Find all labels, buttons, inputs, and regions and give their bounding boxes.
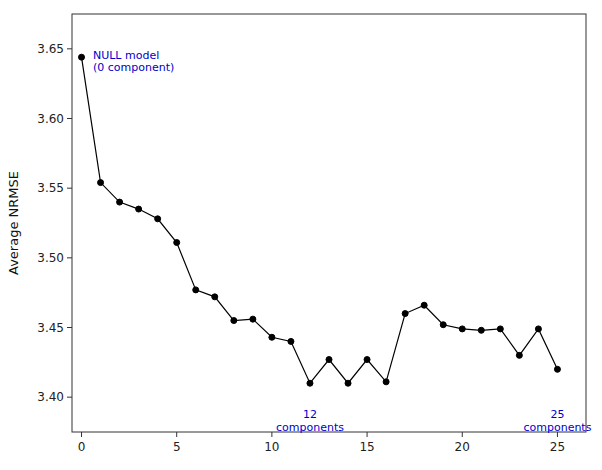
- x-tick-label: 20: [455, 440, 470, 454]
- plot-frame: [72, 14, 586, 432]
- x-tick-label: 25: [550, 440, 565, 454]
- annotation: 25components: [523, 408, 591, 434]
- annotations: NULL model(0 component) 12components 25com…: [93, 49, 592, 434]
- y-tick-label: 3.45: [37, 321, 64, 335]
- point: [421, 302, 427, 308]
- point: [174, 240, 180, 246]
- y-tick: [67, 257, 72, 258]
- point: [497, 326, 503, 332]
- x-tick-label: 15: [359, 440, 374, 454]
- point: [554, 366, 560, 372]
- point: [288, 338, 294, 344]
- series: [79, 54, 561, 386]
- point: [364, 357, 370, 363]
- y-tick-label: 3.40: [37, 390, 64, 404]
- point: [402, 311, 408, 317]
- x-tick-label: 0: [78, 440, 86, 454]
- x-tick: [271, 432, 272, 437]
- point: [326, 357, 332, 363]
- x-tick-label: 10: [264, 440, 279, 454]
- x-tick: [81, 432, 82, 437]
- annotation: 12components: [276, 408, 344, 434]
- point: [478, 327, 484, 333]
- point: [345, 380, 351, 386]
- point: [440, 322, 446, 328]
- point: [383, 379, 389, 385]
- y-tick: [67, 397, 72, 398]
- point: [79, 54, 85, 60]
- x-tick: [462, 432, 463, 437]
- point: [231, 318, 237, 324]
- y-tick: [67, 118, 72, 119]
- point: [516, 352, 522, 358]
- point: [307, 380, 313, 386]
- x-tick: [367, 432, 368, 437]
- point: [136, 206, 142, 212]
- y-tick: [67, 327, 72, 328]
- point: [535, 326, 541, 332]
- point: [459, 326, 465, 332]
- y-tick-label: 3.50: [37, 251, 64, 265]
- point: [155, 216, 161, 222]
- point: [98, 180, 104, 186]
- y-tick-label: 3.55: [37, 181, 64, 195]
- point: [212, 294, 218, 300]
- y-tick: [67, 48, 72, 49]
- y-tick-label: 3.60: [37, 112, 64, 126]
- point: [193, 287, 199, 293]
- point: [269, 334, 275, 340]
- axes: 0 5 10 15 20 25 3.40 3.45 3.50 3.55 3.60 3.65: [37, 42, 565, 454]
- y-axis-label: Average NRMSE: [6, 171, 21, 275]
- chart: 0 5 10 15 20 25 3.40 3.45 3.50 3.55 3.60 3.65 Averag…: [0, 0, 602, 470]
- y-tick-label: 3.65: [37, 42, 64, 56]
- y-tick: [67, 188, 72, 189]
- x-tick-label: 5: [173, 440, 181, 454]
- line: [82, 57, 558, 383]
- x-tick: [176, 432, 177, 437]
- point: [117, 199, 123, 205]
- annotation: NULL model(0 component): [93, 49, 174, 74]
- point: [250, 316, 256, 322]
